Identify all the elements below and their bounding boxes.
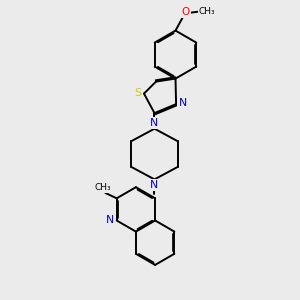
Text: N: N bbox=[106, 215, 114, 226]
Text: N: N bbox=[150, 180, 159, 190]
Text: O: O bbox=[182, 7, 190, 17]
Text: N: N bbox=[178, 98, 187, 109]
Text: S: S bbox=[134, 88, 141, 98]
Text: CH₃: CH₃ bbox=[199, 7, 215, 16]
Text: N: N bbox=[150, 118, 159, 128]
Text: CH₃: CH₃ bbox=[94, 183, 111, 192]
